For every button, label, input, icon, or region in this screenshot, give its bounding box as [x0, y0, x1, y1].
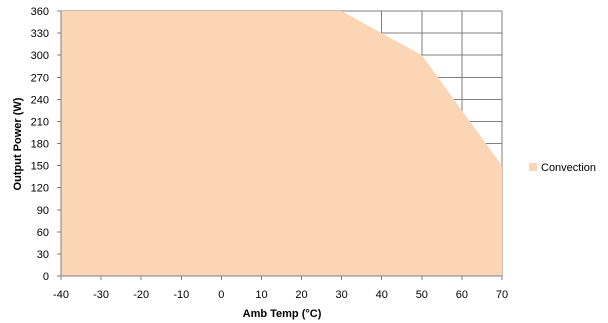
y-tick-label: 90 — [37, 205, 49, 217]
y-tick-label: 240 — [31, 94, 49, 106]
axes — [57, 10, 503, 280]
x-tick-label: 0 — [218, 289, 224, 301]
y-tick-label: 300 — [31, 50, 49, 62]
legend-swatch-convection — [529, 163, 537, 171]
x-tick-label: -10 — [173, 289, 189, 301]
y-tick-labels: 0 30 60 90 120 150 180 210 240 270 300 330 360 — [31, 6, 49, 283]
x-tick-labels: -40 -30 -20 -10 0 10 20 30 40 50 60 70 — [53, 289, 508, 301]
area-series-convection — [61, 11, 502, 276]
legend-label-convection: Convection — [541, 162, 596, 174]
y-tick-label: 30 — [37, 249, 49, 261]
x-tick-label: 30 — [336, 289, 348, 301]
plot-area — [61, 11, 502, 276]
x-tick-label: 70 — [496, 289, 508, 301]
y-axis-title: Output Power (W) — [12, 97, 24, 190]
x-tick-label: 50 — [416, 289, 428, 301]
x-tick-label: -30 — [93, 289, 109, 301]
y-tick-label: 330 — [31, 28, 49, 40]
y-tick-label: 210 — [31, 116, 49, 128]
y-tick-label: 120 — [31, 183, 49, 195]
x-tick-label: 20 — [295, 289, 307, 301]
x-tick-label: -40 — [53, 289, 69, 301]
y-tick-label: 0 — [43, 271, 49, 283]
x-tick-label: 60 — [456, 289, 468, 301]
y-tick-label: 60 — [37, 227, 49, 239]
x-tick-label: -20 — [133, 289, 149, 301]
x-tick-label: 10 — [255, 289, 267, 301]
y-tick-label: 270 — [31, 72, 49, 84]
legend: Convection — [529, 162, 596, 174]
x-tick-label: 40 — [376, 289, 388, 301]
x-axis-title: Amb Temp (°C) — [243, 308, 322, 320]
y-tick-label: 360 — [31, 6, 49, 18]
y-tick-label: 180 — [31, 139, 49, 151]
y-tick-label: 150 — [31, 161, 49, 173]
